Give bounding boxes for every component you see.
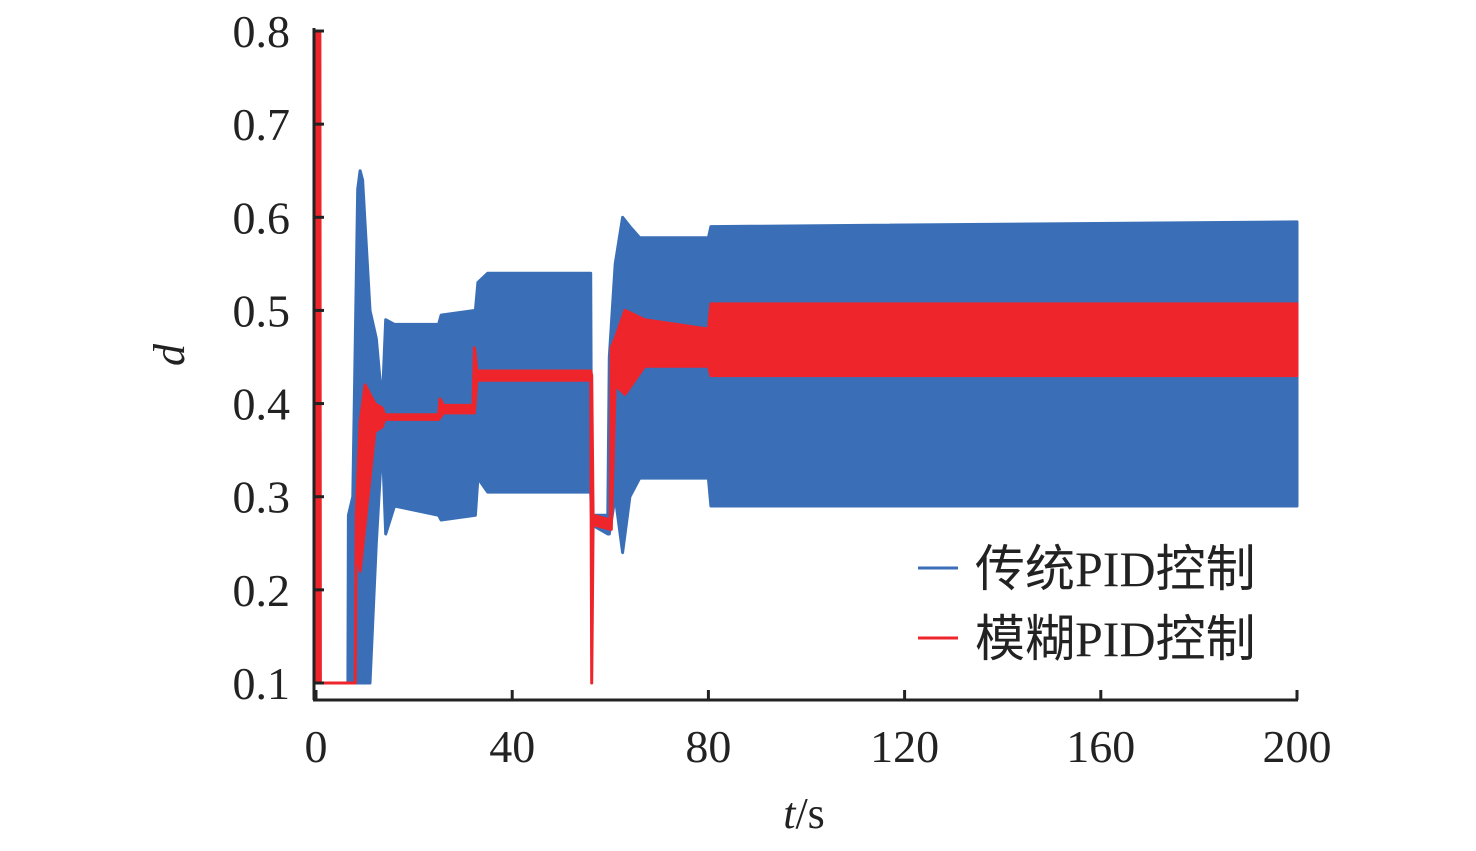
y-tick-label: 0.1 <box>233 658 291 709</box>
y-tick-label: 0.7 <box>233 99 291 150</box>
series-band-1 <box>314 29 1299 685</box>
x-axis-label: t/s <box>783 789 825 838</box>
x-tick-label: 160 <box>1066 721 1135 772</box>
y-tick-label: 0.2 <box>233 565 291 616</box>
series-band-0 <box>314 169 1299 685</box>
ticks: 0 40 80 120 160 200 0.1 0.2 0.3 0.4 0.5 0.6 0.7 0.8 <box>233 6 1332 772</box>
y-tick-label: 0.4 <box>233 379 291 430</box>
x-tick-label: 80 <box>685 721 731 772</box>
x-tick-label: 0 <box>305 721 328 772</box>
x-tick-label: 40 <box>489 721 535 772</box>
x-tick-label: 200 <box>1263 721 1332 772</box>
legend-label-fuzzy-pid: 模糊PID控制 <box>975 611 1256 667</box>
y-tick-label: 0.6 <box>233 192 291 243</box>
y-tick-label: 0.5 <box>233 285 291 336</box>
y-tick-label: 0.8 <box>233 6 291 57</box>
legend: 传统PID控制 模糊PID控制 <box>918 541 1256 667</box>
y-axis-label: d <box>145 343 194 366</box>
y-tick-label: 0.3 <box>233 472 291 523</box>
legend-label-traditional-pid: 传统PID控制 <box>975 541 1256 597</box>
x-tick-label: 120 <box>870 721 939 772</box>
series-layer <box>314 29 1299 685</box>
